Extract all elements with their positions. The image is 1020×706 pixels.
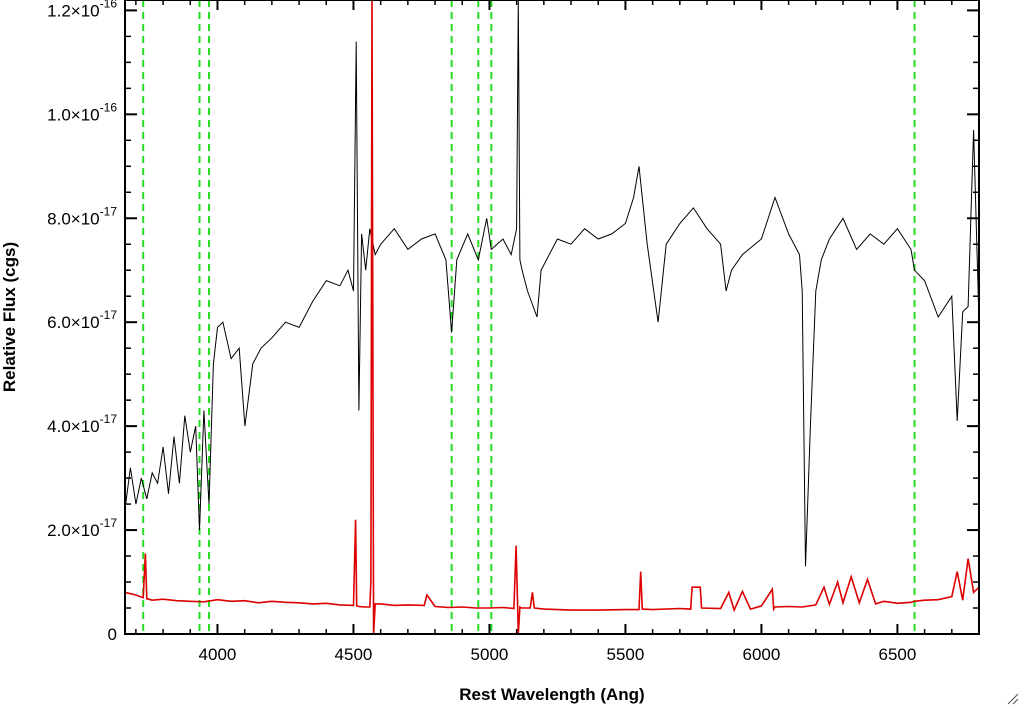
x-tick-label: 5500	[607, 645, 645, 664]
y-tick-label: 6.0×10-17	[47, 308, 117, 332]
x-axis: 4000 4500 5000 5500 6000 6500	[135, 0, 980, 664]
y-tick-label: 0	[108, 625, 117, 644]
x-tick-label: 4500	[335, 645, 373, 664]
plot-frame	[124, 0, 980, 635]
y-tick-label: 4.0×10-17	[47, 412, 117, 436]
y-tick-label: 1.0×10-16	[47, 100, 117, 124]
spectrum-line	[125, 0, 979, 567]
series-layer	[125, 0, 979, 634]
plot-area: 4000 4500 5000 5500 6000 6500 0 2.0×10-17 4.0×1…	[47, 0, 980, 664]
error-spectrum-line	[125, 0, 979, 634]
x-tick-label: 5000	[471, 645, 509, 664]
x-tick-label: 6000	[743, 645, 781, 664]
y-axis: 0 2.0×10-17 4.0×10-17 6.0×10-17 8.0×10-17 1.0…	[47, 0, 979, 644]
y-tick-label: 2.0×10-17	[47, 516, 117, 540]
reference-lines	[142, 0, 916, 634]
y-tick-label: 8.0×10-17	[47, 204, 117, 228]
y-tick-label: 1.2×10-16	[47, 0, 117, 20]
resize-grip-icon[interactable]	[1007, 693, 1019, 705]
x-tick-label: 6500	[878, 645, 916, 664]
y-axis-title: Relative Flux (cgs)	[0, 242, 19, 392]
x-tick-label: 4000	[199, 645, 237, 664]
x-axis-title: Rest Wavelength (Ang)	[459, 685, 644, 704]
